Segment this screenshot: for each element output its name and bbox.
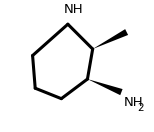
Polygon shape <box>93 29 128 49</box>
Polygon shape <box>87 79 123 95</box>
Text: NH: NH <box>124 96 144 109</box>
Text: NH: NH <box>63 3 83 16</box>
Text: 2: 2 <box>138 103 144 113</box>
